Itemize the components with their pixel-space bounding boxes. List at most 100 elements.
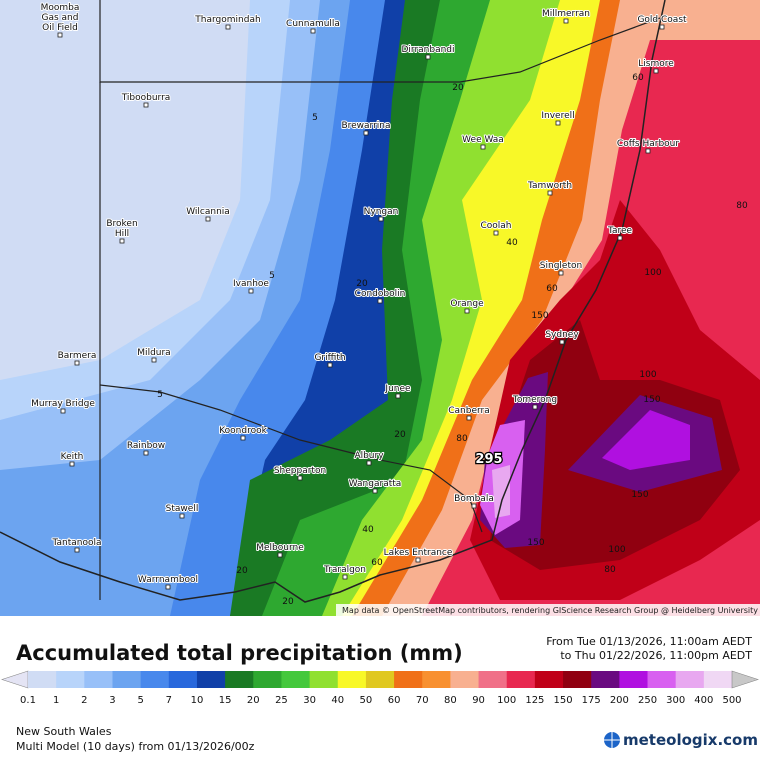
contour-label: 20 [356,279,368,289]
town-label: Bombala [454,494,494,504]
town-marker [143,450,149,456]
legend-tick-label: 3 [109,695,115,706]
town-marker [74,360,80,366]
label-line: Oil Field [42,23,78,33]
legend-swatch [337,671,367,688]
title: Accumulated total precipitation (mm) [16,641,463,665]
legend-tick-label: 175 [582,695,601,706]
contour-label: 150 [527,538,544,548]
town-marker [659,24,665,30]
contour-label: 80 [456,434,468,444]
precip-band [602,410,690,470]
town-marker [225,24,231,30]
town-marker [363,130,369,136]
legend-swatch [281,671,311,688]
legend-tick-label: 50 [360,695,373,706]
legend-tick-label: 7 [166,695,172,706]
brand[interactable]: meteologix.com [623,731,758,749]
legend-swatch [422,671,451,688]
contour-label: 60 [546,284,558,294]
region: New South Wales [16,725,112,738]
town-label: Cunnamulla [286,19,340,29]
legend-swatch [84,671,113,688]
contour-label: 150 [531,311,548,321]
town-marker [179,513,185,519]
town-label: Orange [450,299,484,309]
state-border [99,0,661,83]
town-label: Sydney [545,330,579,340]
contour-label: 40 [362,525,374,535]
town-marker [415,557,421,563]
legend-swatch [253,671,282,688]
town-marker [143,102,149,108]
contour-label: 20 [282,597,294,607]
legend-swatch [647,671,677,688]
legend-tick-label: 500 [722,695,741,706]
contour-label: 80 [736,201,748,211]
town-marker [395,393,401,399]
legend-swatch [478,671,508,688]
town-marker [480,144,486,150]
legend-tick-label: 125 [525,695,544,706]
town-label: Tomerong [512,395,557,405]
contour-label: 5 [312,113,318,123]
map-labels: Moomba Gas and Oil Field Thargomindah Cunnam… [30,2,748,607]
town-label: Koondrook [219,426,267,436]
legend-swatch [365,671,395,688]
attribution-bg [336,604,760,616]
legend-swatch [225,671,254,688]
town-marker [151,357,157,363]
legend-swatch [619,671,649,688]
town-marker [119,238,125,244]
legend-swatch [394,671,423,688]
town-label: Coolah [480,221,511,231]
legend-tick-label: 20 [247,695,260,706]
label-line: Broken [106,219,137,229]
legend-swatch [591,671,620,688]
legend: 0.1 1 2 3 5 7 10 15 20 25 30 40 50 60 70 80 90 100 125 150 1… [1,670,759,706]
town-label: Dirranbandi [401,45,454,55]
town-marker [617,235,623,241]
town-marker [466,415,472,421]
town-label: Tamworth [527,181,572,191]
town-label: Tibooburra [121,93,171,103]
contour-label: 5 [269,271,275,281]
contour-label: 295 [475,452,502,467]
town-marker [277,552,283,558]
town-label: Murray Bridge [31,399,95,409]
legend-swatch [450,671,480,688]
town-marker [342,574,348,580]
town-label: Traralgon [323,565,366,575]
contour-label: 20 [236,566,248,576]
town-label: Canberra [448,406,490,416]
legend-tick-label: 60 [388,695,401,706]
town-label: Singleton [540,261,582,271]
legend-swatch [534,671,564,688]
legend-swatch [140,671,170,688]
town-label: Ivanhoe [233,279,269,289]
town-marker [297,475,303,481]
legend-swatch [703,671,733,688]
legend-swatch [563,671,592,688]
map [0,0,760,616]
legend-swatch [28,671,57,688]
legend-arrow-right [731,670,759,689]
contour-label: 60 [632,73,644,83]
legend-tick-label: 15 [219,695,232,706]
town-marker [653,68,659,74]
town-label: Tantanoola [51,538,101,548]
state-border [99,384,483,533]
town-marker [645,148,651,154]
legend-swatch [309,671,339,688]
legend-tick-label: 1 [53,695,59,706]
legend-tick-label: 200 [610,695,629,706]
legend-tick-label: 80 [444,695,457,706]
legend-swatch [112,671,142,688]
town-label: Wangaratta [349,479,402,489]
town-label: Albury [354,451,384,461]
contour-label: 20 [394,430,406,440]
legend-swatch [56,671,85,688]
town-label: Barmera [58,351,97,361]
town-marker [205,216,211,222]
